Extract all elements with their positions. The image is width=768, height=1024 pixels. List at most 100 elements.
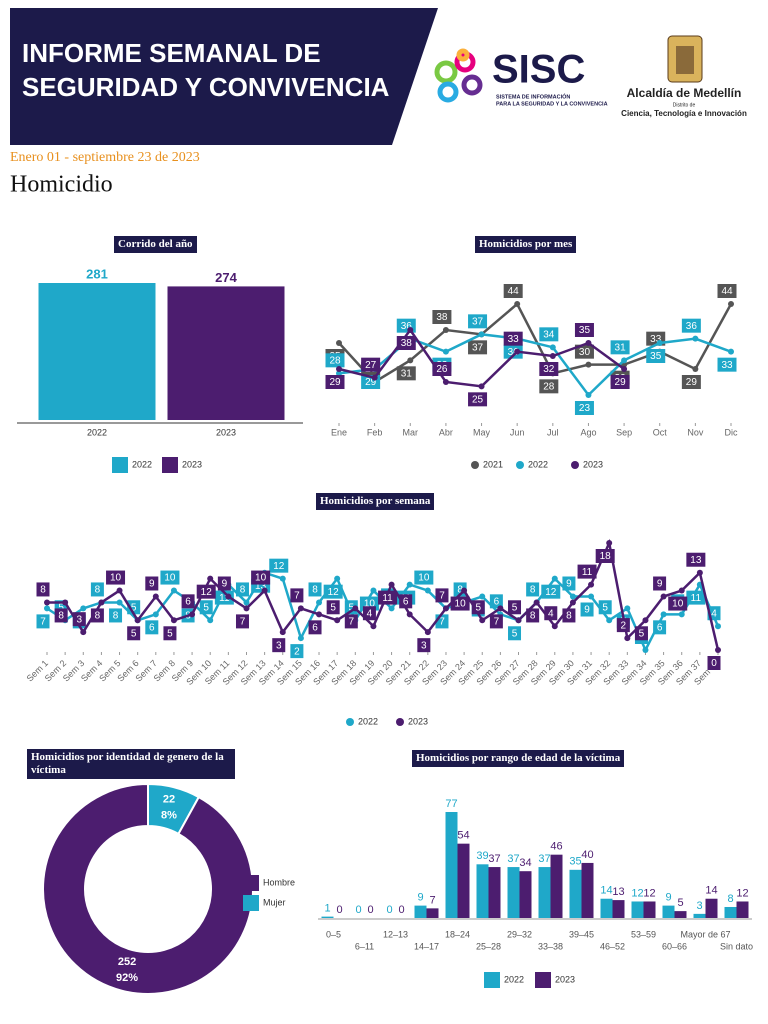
label-box <box>396 336 416 350</box>
point <box>407 327 414 333</box>
point <box>98 599 105 606</box>
label-box <box>539 379 559 394</box>
label-box <box>90 582 104 597</box>
bar <box>476 864 489 918</box>
label-box <box>269 558 289 573</box>
point <box>678 587 685 594</box>
value-label: 11 <box>382 593 393 604</box>
value-label: 34 <box>519 857 531 869</box>
label-box <box>562 608 576 623</box>
value-label: 7 <box>494 617 500 628</box>
value-label: 4 <box>711 608 717 619</box>
x-tick-label: 25–28 <box>476 941 501 951</box>
point <box>692 335 699 342</box>
x-tick-label: 2022 <box>87 427 107 437</box>
point <box>656 340 663 346</box>
value-label: 29 <box>615 377 627 388</box>
value-label: 28 <box>329 355 341 366</box>
legend-marker <box>484 972 500 988</box>
legend-marker <box>535 972 551 988</box>
value-label: 6 <box>149 622 155 633</box>
value-label: 9 <box>149 579 155 590</box>
x-tick-label: Ago <box>580 427 596 437</box>
value-label: 12 <box>328 587 340 598</box>
point <box>371 374 378 381</box>
label-box <box>417 638 431 653</box>
label-box <box>503 344 523 359</box>
point <box>588 581 595 588</box>
point <box>44 599 50 606</box>
value-label: 5 <box>203 602 209 613</box>
value-label: 4 <box>367 608 373 619</box>
value-label: 3 <box>421 640 427 651</box>
point <box>279 629 286 636</box>
value-label: 22 <box>163 794 175 806</box>
value-label: 6 <box>312 622 318 633</box>
x-tick-label: Dic <box>725 427 738 437</box>
x-tick-label: 14–17 <box>414 941 439 951</box>
city-tagline: Ciencia, Tecnología e Innovación <box>621 109 747 118</box>
point <box>533 599 540 606</box>
point <box>478 331 485 338</box>
point <box>424 629 431 636</box>
x-tick-label: 2023 <box>216 427 236 437</box>
header-title: INFORME SEMANAL DE <box>22 38 321 68</box>
value-label: 44 <box>721 286 733 297</box>
chart-title: Homicidios por identidad de genero de la… <box>27 749 235 779</box>
point <box>80 629 87 636</box>
value-label: 10 <box>364 599 376 610</box>
value-label: 3 <box>76 614 82 625</box>
label-box <box>541 584 561 599</box>
bar <box>662 905 675 918</box>
point <box>569 593 576 600</box>
value-label: 29 <box>329 377 341 388</box>
bar <box>569 869 582 918</box>
x-tick-label: Abr <box>439 427 453 437</box>
value-label: 10 <box>418 573 430 584</box>
x-tick-label: 0–5 <box>326 929 341 939</box>
value-label: 7 <box>429 894 435 906</box>
label-box <box>361 357 381 372</box>
point <box>170 617 177 624</box>
point <box>116 599 123 606</box>
value-label: 8 <box>240 585 246 596</box>
value-label: 77 <box>445 798 457 810</box>
point <box>585 340 592 346</box>
value-label: 0 <box>711 658 717 669</box>
label-box <box>36 614 50 629</box>
legend-label: 2023 <box>583 459 603 469</box>
label-box <box>199 600 213 615</box>
value-label: 7 <box>439 617 445 628</box>
point <box>297 635 304 642</box>
point <box>152 611 159 618</box>
label-box <box>653 576 667 591</box>
x-tick-label: Nov <box>687 427 704 437</box>
legend-marker <box>516 461 524 469</box>
header-title: SEGURIDAD Y CONVIVENCIA <box>22 72 390 102</box>
value-label: 37 <box>472 342 484 353</box>
label-box <box>717 284 737 298</box>
point <box>442 605 449 612</box>
value-label: 36 <box>401 321 413 332</box>
label-box <box>251 570 271 585</box>
label-box <box>290 588 304 603</box>
legend-label: 2022 <box>132 459 152 469</box>
label-box <box>163 626 177 641</box>
x-tick-label: 6–11 <box>355 941 374 951</box>
label-box <box>181 594 195 609</box>
value-label: 36 <box>508 347 520 358</box>
header-band <box>10 8 438 145</box>
bar <box>674 911 687 918</box>
label-box <box>595 549 615 563</box>
point <box>479 593 486 600</box>
point <box>551 623 558 630</box>
point <box>424 587 431 594</box>
bar <box>414 905 427 918</box>
chart-title: Corrido del año <box>114 236 197 253</box>
city-name: Alcaldía de Medellín <box>627 86 742 100</box>
value-label: 9 <box>417 892 423 904</box>
label-box <box>577 564 597 579</box>
value-label: 5 <box>58 602 64 613</box>
label-box <box>72 612 86 627</box>
